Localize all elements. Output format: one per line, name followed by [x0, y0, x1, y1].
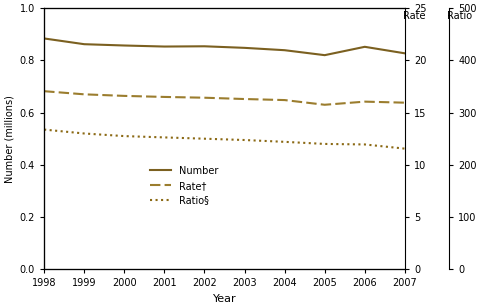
Legend: Number, Rate†, Ratio§: Number, Rate†, Ratio§: [150, 166, 218, 205]
X-axis label: Year: Year: [212, 294, 236, 304]
Text: Ratio: Ratio: [446, 11, 471, 21]
Y-axis label: Number (millions): Number (millions): [4, 95, 14, 183]
Text: Rate: Rate: [403, 11, 425, 21]
